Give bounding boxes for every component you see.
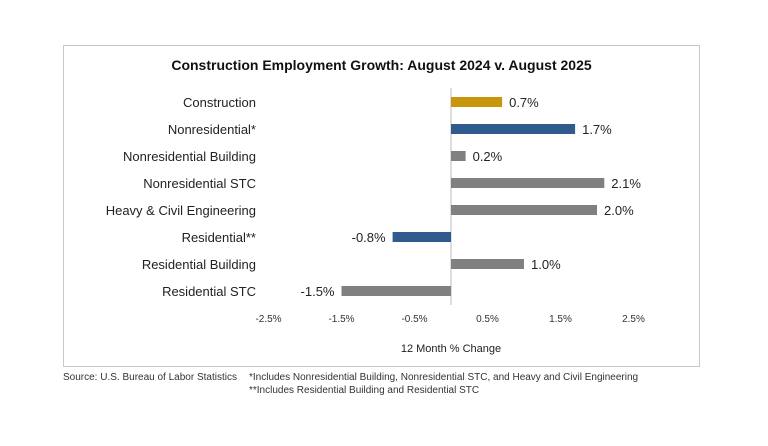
x-tick-label: 2.5% — [622, 314, 645, 325]
x-axis-title: 12 Month % Change — [401, 343, 501, 355]
x-tick-label: 1.5% — [549, 314, 572, 325]
footnote-nonresidential: *Includes Nonresidential Building, Nonre… — [248, 372, 639, 383]
category-label: Residential Building — [142, 257, 256, 272]
data-label: 1.7% — [582, 122, 612, 137]
data-label: -0.8% — [352, 230, 386, 245]
x-tick-label: -0.5% — [401, 314, 427, 325]
data-label: 2.1% — [611, 176, 641, 191]
bar — [341, 286, 451, 296]
bar — [451, 178, 605, 188]
bar — [392, 232, 451, 242]
data-label: 2.0% — [604, 203, 634, 218]
bar — [451, 151, 466, 161]
category-label: Heavy & Civil Engineering — [106, 203, 256, 218]
category-label: Residential** — [182, 230, 256, 245]
category-label: Nonresidential* — [168, 122, 256, 137]
chart-footer: Source: U.S. Bureau of Labor Statistics … — [63, 372, 638, 396]
bar — [451, 205, 597, 215]
data-label: -1.5% — [301, 284, 335, 299]
data-label: 0.2% — [473, 149, 503, 164]
chart-frame — [63, 45, 700, 367]
category-label: Nonresidential STC — [143, 176, 256, 191]
category-label: Nonresidential Building — [123, 149, 256, 164]
data-label: 0.7% — [509, 95, 539, 110]
bar — [451, 97, 503, 107]
bar — [451, 259, 524, 269]
x-tick-label: -1.5% — [328, 314, 354, 325]
category-label: Construction — [183, 95, 256, 110]
bar — [451, 124, 576, 134]
footnote-residential: **Includes Residential Building and Resi… — [248, 385, 480, 396]
source-note: Source: U.S. Bureau of Labor Statistics — [63, 372, 237, 383]
category-label: Residential STC — [162, 284, 256, 299]
footnotes: *Includes Nonresidential Building, Nonre… — [249, 372, 638, 396]
x-tick-label: -2.5% — [255, 314, 281, 325]
data-label: 1.0% — [531, 257, 561, 272]
chart-title: Construction Employment Growth: August 2… — [171, 57, 592, 73]
x-tick-label: 0.5% — [476, 314, 499, 325]
